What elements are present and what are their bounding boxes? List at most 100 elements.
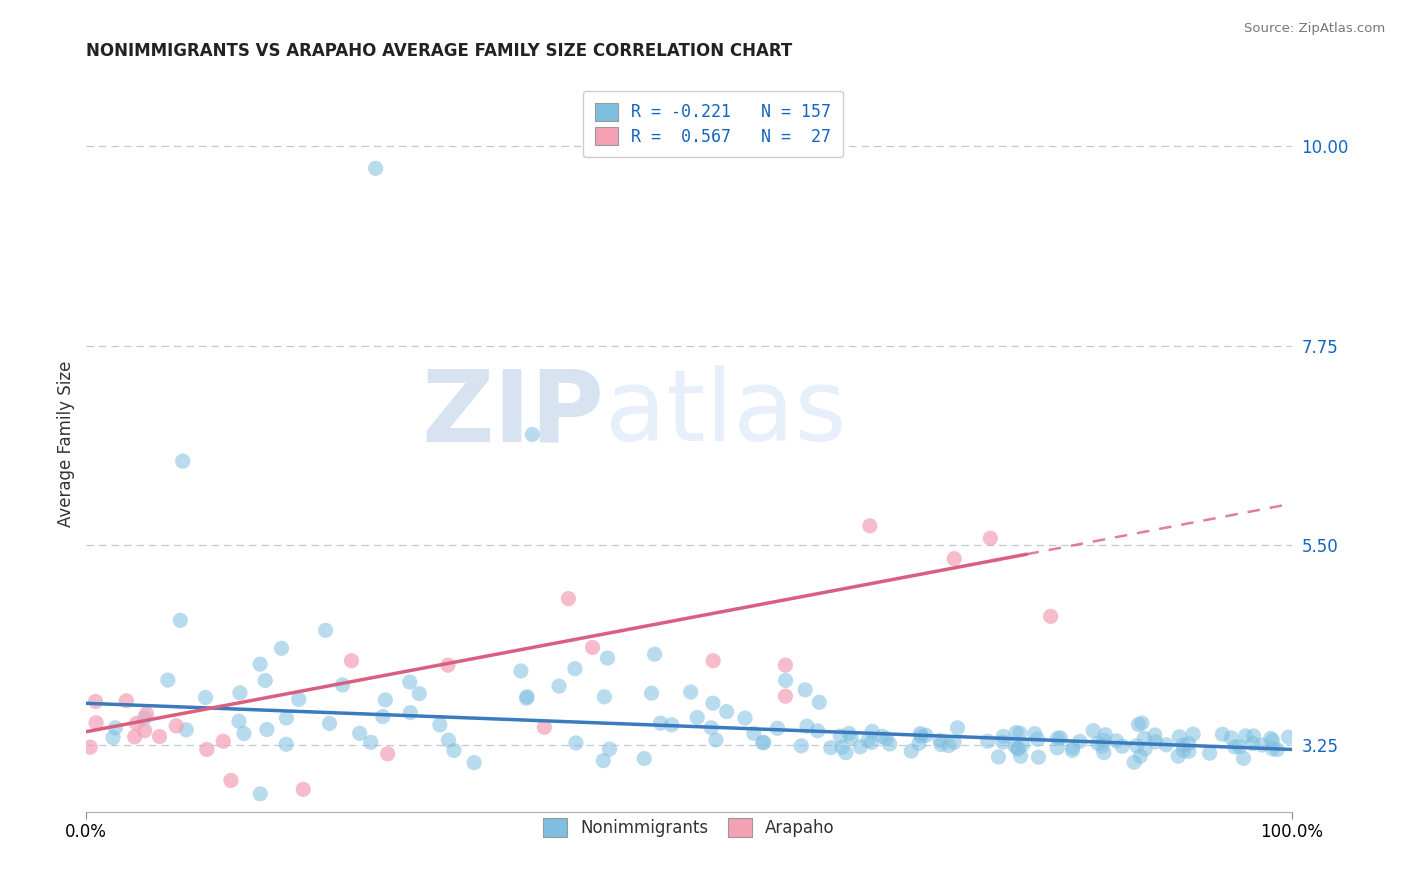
Point [1177,744,1199,758]
Point [1028,750,1050,764]
Point [1123,756,1146,770]
Point [315,624,337,638]
Point [979,531,1001,545]
Point [640,686,662,700]
Point [599,742,621,756]
Point [1232,751,1254,765]
Point [644,647,666,661]
Point [702,654,724,668]
Point [849,739,872,754]
Point [1024,726,1046,740]
Point [1046,731,1069,746]
Point [1083,723,1105,738]
Point [679,685,702,699]
Point [1092,733,1115,747]
Point [134,723,156,738]
Point [796,719,818,733]
Point [332,678,354,692]
Point [1234,729,1257,743]
Point [991,735,1014,749]
Point [1168,730,1191,744]
Point [775,658,797,673]
Point [79,740,101,755]
Point [408,687,430,701]
Point [1211,727,1233,741]
Point [1062,743,1084,757]
Point [156,673,179,687]
Point [1173,743,1195,757]
Point [364,161,387,176]
Point [1241,737,1264,751]
Point [84,715,107,730]
Point [509,664,531,678]
Point [287,692,309,706]
Point [593,690,616,704]
Point [808,695,831,709]
Point [1144,735,1167,749]
Point [522,427,544,442]
Point [377,747,399,761]
Point [1039,609,1062,624]
Point [115,694,138,708]
Point [148,730,170,744]
Point [1171,738,1194,752]
Point [875,731,897,746]
Point [398,675,420,690]
Point [1133,742,1156,756]
Point [124,730,146,744]
Point [1167,749,1189,764]
Text: atlas: atlas [605,366,846,462]
Point [374,693,396,707]
Legend: Nonimmigrants, Arapaho: Nonimmigrants, Arapaho [537,812,841,844]
Point [1229,739,1251,754]
Point [870,729,893,743]
Point [1223,739,1246,754]
Point [1156,738,1178,752]
Text: ZIP: ZIP [422,366,605,462]
Point [900,744,922,758]
Point [1069,734,1091,748]
Point [946,721,969,735]
Point [1105,734,1128,748]
Point [1129,749,1152,764]
Point [752,736,775,750]
Point [219,773,242,788]
Point [318,716,340,731]
Point [172,454,194,468]
Point [860,735,883,749]
Point [1243,729,1265,743]
Point [1261,733,1284,747]
Point [942,735,965,749]
Point [165,719,187,733]
Point [929,733,952,747]
Point [1265,742,1288,756]
Point [661,718,683,732]
Point [734,711,756,725]
Point [1125,739,1147,753]
Point [249,787,271,801]
Point [910,726,932,740]
Point [135,706,157,721]
Point [908,736,931,750]
Point [938,739,960,753]
Point [1177,737,1199,751]
Point [174,723,197,737]
Point [437,658,460,673]
Point [929,738,952,752]
Y-axis label: Average Family Size: Average Family Size [58,360,75,526]
Point [212,734,235,748]
Point [533,720,555,734]
Point [702,696,724,710]
Point [463,756,485,770]
Point [1130,716,1153,731]
Point [879,737,901,751]
Point [1261,741,1284,756]
Point [581,640,603,655]
Point [349,726,371,740]
Point [101,731,124,745]
Point [276,737,298,751]
Point [516,690,538,704]
Point [1198,746,1220,760]
Point [856,733,879,747]
Point [340,654,363,668]
